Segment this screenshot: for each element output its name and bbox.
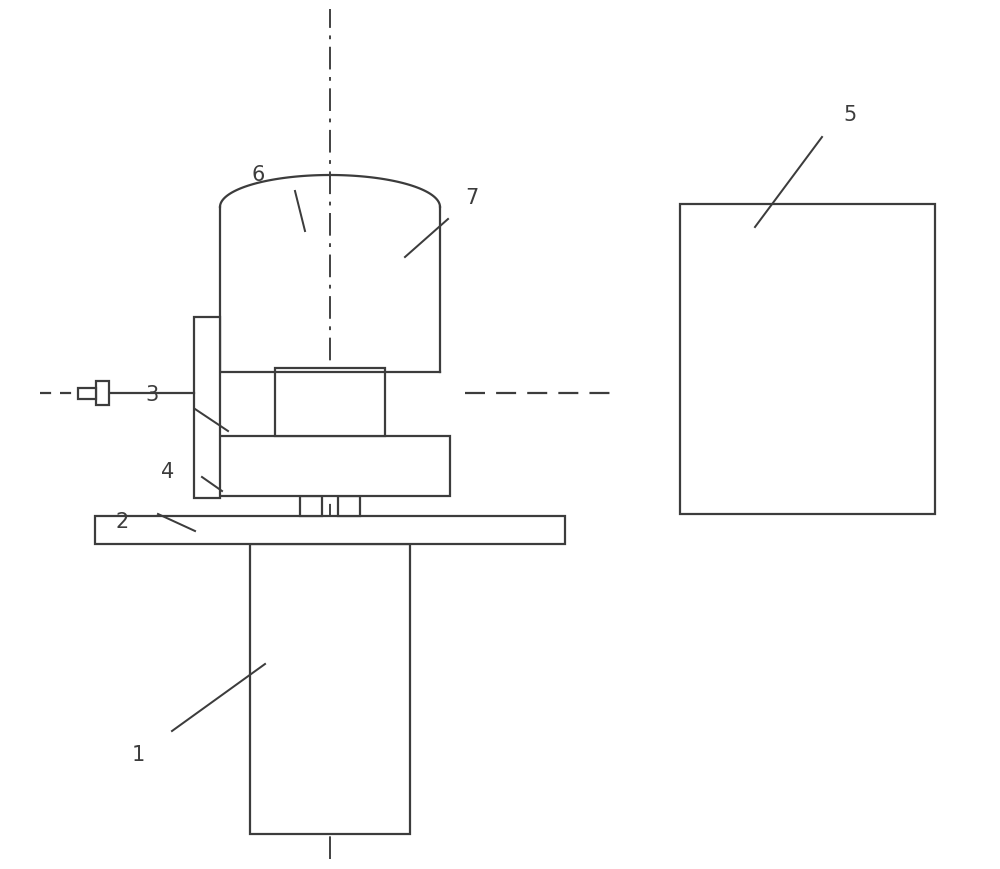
Bar bbox=[250, 544, 410, 834]
Bar bbox=[275, 368, 385, 436]
Text: 3: 3 bbox=[145, 385, 159, 405]
Bar bbox=[338, 496, 360, 516]
Text: 4: 4 bbox=[161, 461, 175, 481]
Text: 7: 7 bbox=[465, 188, 479, 208]
Text: 1: 1 bbox=[131, 744, 145, 764]
Bar bbox=[95, 516, 565, 544]
Bar bbox=[680, 205, 935, 514]
Bar bbox=[210, 436, 450, 496]
Text: 5: 5 bbox=[843, 105, 857, 125]
Text: 6: 6 bbox=[251, 165, 265, 185]
Bar bbox=[194, 318, 220, 499]
Bar bbox=[96, 381, 109, 406]
Text: 2: 2 bbox=[115, 512, 129, 531]
Bar bbox=[300, 496, 322, 516]
Bar bbox=[78, 388, 96, 399]
